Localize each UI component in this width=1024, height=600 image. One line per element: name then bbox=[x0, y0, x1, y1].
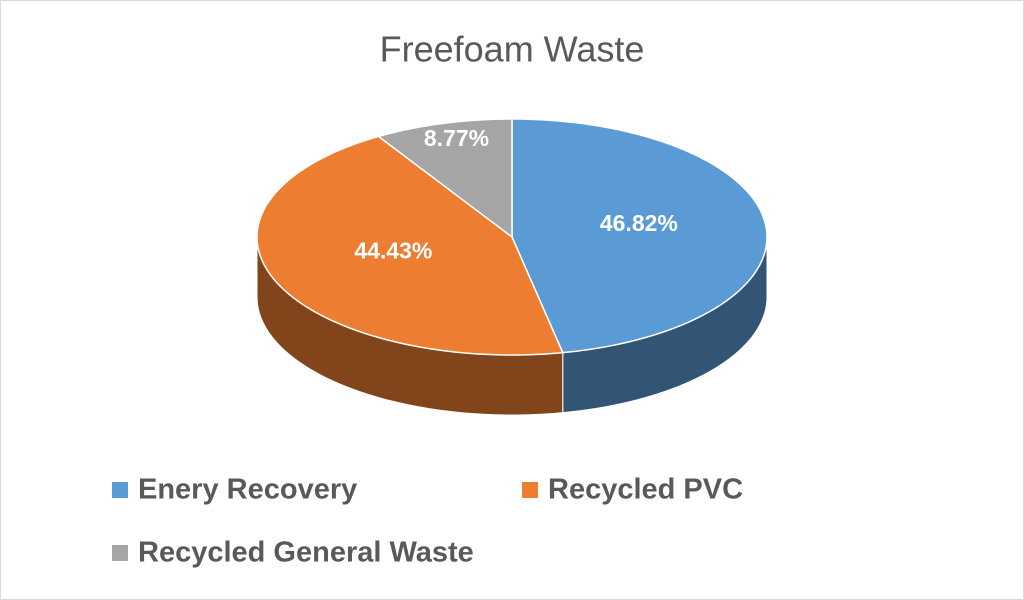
chart-title: Freefoam Waste bbox=[380, 29, 645, 70]
data-label: 8.77% bbox=[424, 125, 489, 151]
legend-swatch bbox=[522, 482, 538, 498]
legend-swatch bbox=[112, 482, 128, 498]
slice bbox=[256, 135, 564, 356]
slice bbox=[376, 118, 513, 239]
data-label: 44.43% bbox=[354, 238, 432, 264]
legend-label: Recycled PVC bbox=[548, 474, 743, 506]
data-label: 46.82% bbox=[600, 210, 678, 236]
legend-swatch bbox=[112, 545, 128, 561]
legend-label: Enery Recovery bbox=[138, 474, 357, 506]
slice bbox=[511, 118, 768, 354]
legend-label: Recycled General Waste bbox=[138, 537, 474, 569]
